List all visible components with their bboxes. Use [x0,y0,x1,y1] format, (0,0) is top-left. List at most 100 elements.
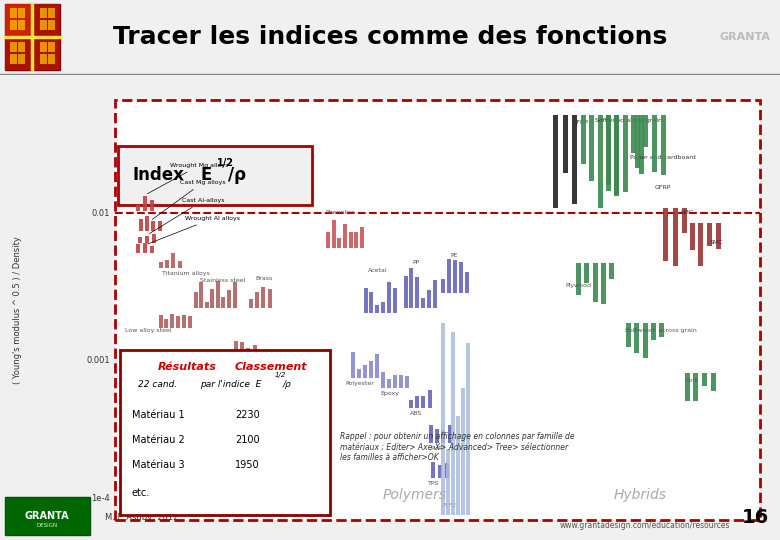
Bar [48,42,55,52]
Bar [663,208,668,261]
Text: Phenolics: Phenolics [325,210,355,215]
Bar [10,55,17,64]
Bar [282,424,286,433]
Text: etc.: etc. [132,488,151,498]
Bar [40,20,47,30]
Bar [261,287,265,308]
Bar [589,114,594,181]
Bar [143,196,147,211]
Bar [48,20,55,30]
Bar [634,114,640,168]
Bar [459,262,463,293]
Text: Cork: Cork [685,378,700,383]
Bar [562,114,568,173]
Text: Brass: Brass [255,276,272,281]
Text: Cast Iron: Cast Iron [230,361,258,366]
Bar [631,114,636,153]
Bar [622,114,627,192]
Text: 0.001: 0.001 [87,356,110,364]
Text: ( Young's modulus ^ 0.5 ) / Density: ( Young's modulus ^ 0.5 ) / Density [13,236,23,384]
Text: Cast Mg alloys: Cast Mg alloys [152,180,225,219]
Text: Tin: Tin [265,436,275,441]
Text: /ρ: /ρ [283,380,292,389]
Text: Lead: Lead [247,494,262,498]
Bar [343,224,347,248]
Bar [171,253,176,268]
Bar [5,37,60,71]
FancyBboxPatch shape [120,350,330,515]
Bar [337,238,342,248]
Bar [138,238,142,243]
Bar [421,396,425,408]
Bar [239,342,244,358]
Bar [626,323,631,347]
Text: Hybrids: Hybrids [614,488,666,502]
Bar [431,462,435,478]
Text: SMC: SMC [710,240,724,245]
Bar [410,268,413,308]
Bar [274,422,278,433]
Bar [255,292,259,308]
Text: Classement: Classement [235,362,307,372]
Bar [593,263,597,302]
Bar [441,279,445,293]
Bar [357,369,361,378]
Text: LMC: LMC [680,210,693,215]
FancyBboxPatch shape [5,497,90,535]
Text: 2230: 2230 [235,410,260,420]
Text: E: E [200,166,211,184]
Bar [698,223,703,266]
Bar [158,221,161,231]
Bar [392,288,396,313]
Bar [178,261,182,268]
Text: www.grantadesign.com/education/resources: www.grantadesign.com/education/resources [560,522,731,530]
Text: PP: PP [412,260,420,265]
Bar [32,4,60,37]
Bar [256,390,260,399]
Bar [446,449,450,515]
Bar [145,235,149,243]
Bar [428,425,432,443]
Bar [381,302,385,313]
Bar [246,348,250,358]
Bar [263,387,267,399]
Bar [145,217,149,231]
Text: Index: Index [132,166,184,184]
Bar [165,319,168,328]
Bar [685,373,690,401]
Bar [5,4,32,37]
FancyBboxPatch shape [5,4,60,71]
Text: Polyester: Polyester [345,381,374,386]
Text: Plywood: Plywood [565,283,591,288]
Bar [270,389,274,399]
Bar [332,220,335,248]
Bar [351,352,355,378]
Text: CFRP: CFRP [573,119,589,125]
Text: Polymers: Polymers [383,488,447,502]
Bar [614,114,619,195]
Bar [18,55,25,64]
Bar [615,114,619,195]
Bar [268,460,271,488]
Bar [233,341,237,358]
Text: Wrought Mg alloys: Wrought Mg alloys [147,163,229,194]
Bar [399,375,403,388]
Bar [18,20,25,30]
Bar [393,375,397,388]
Text: Paper and cardboard: Paper and cardboard [630,154,696,160]
Bar [216,281,220,308]
Bar [258,466,263,488]
Bar [466,343,470,515]
Bar [222,297,225,308]
Bar [441,430,445,443]
Text: 1e-4: 1e-4 [91,495,110,503]
Bar [441,323,445,515]
Bar [427,289,431,308]
Text: 1950: 1950 [235,460,260,470]
Text: 1/2: 1/2 [217,158,234,168]
Bar [48,8,55,18]
Bar [643,323,647,357]
Bar [576,263,581,295]
Bar [659,323,664,338]
Bar [369,292,374,313]
